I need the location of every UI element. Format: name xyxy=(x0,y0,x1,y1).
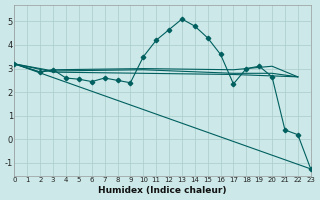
X-axis label: Humidex (Indice chaleur): Humidex (Indice chaleur) xyxy=(98,186,227,195)
